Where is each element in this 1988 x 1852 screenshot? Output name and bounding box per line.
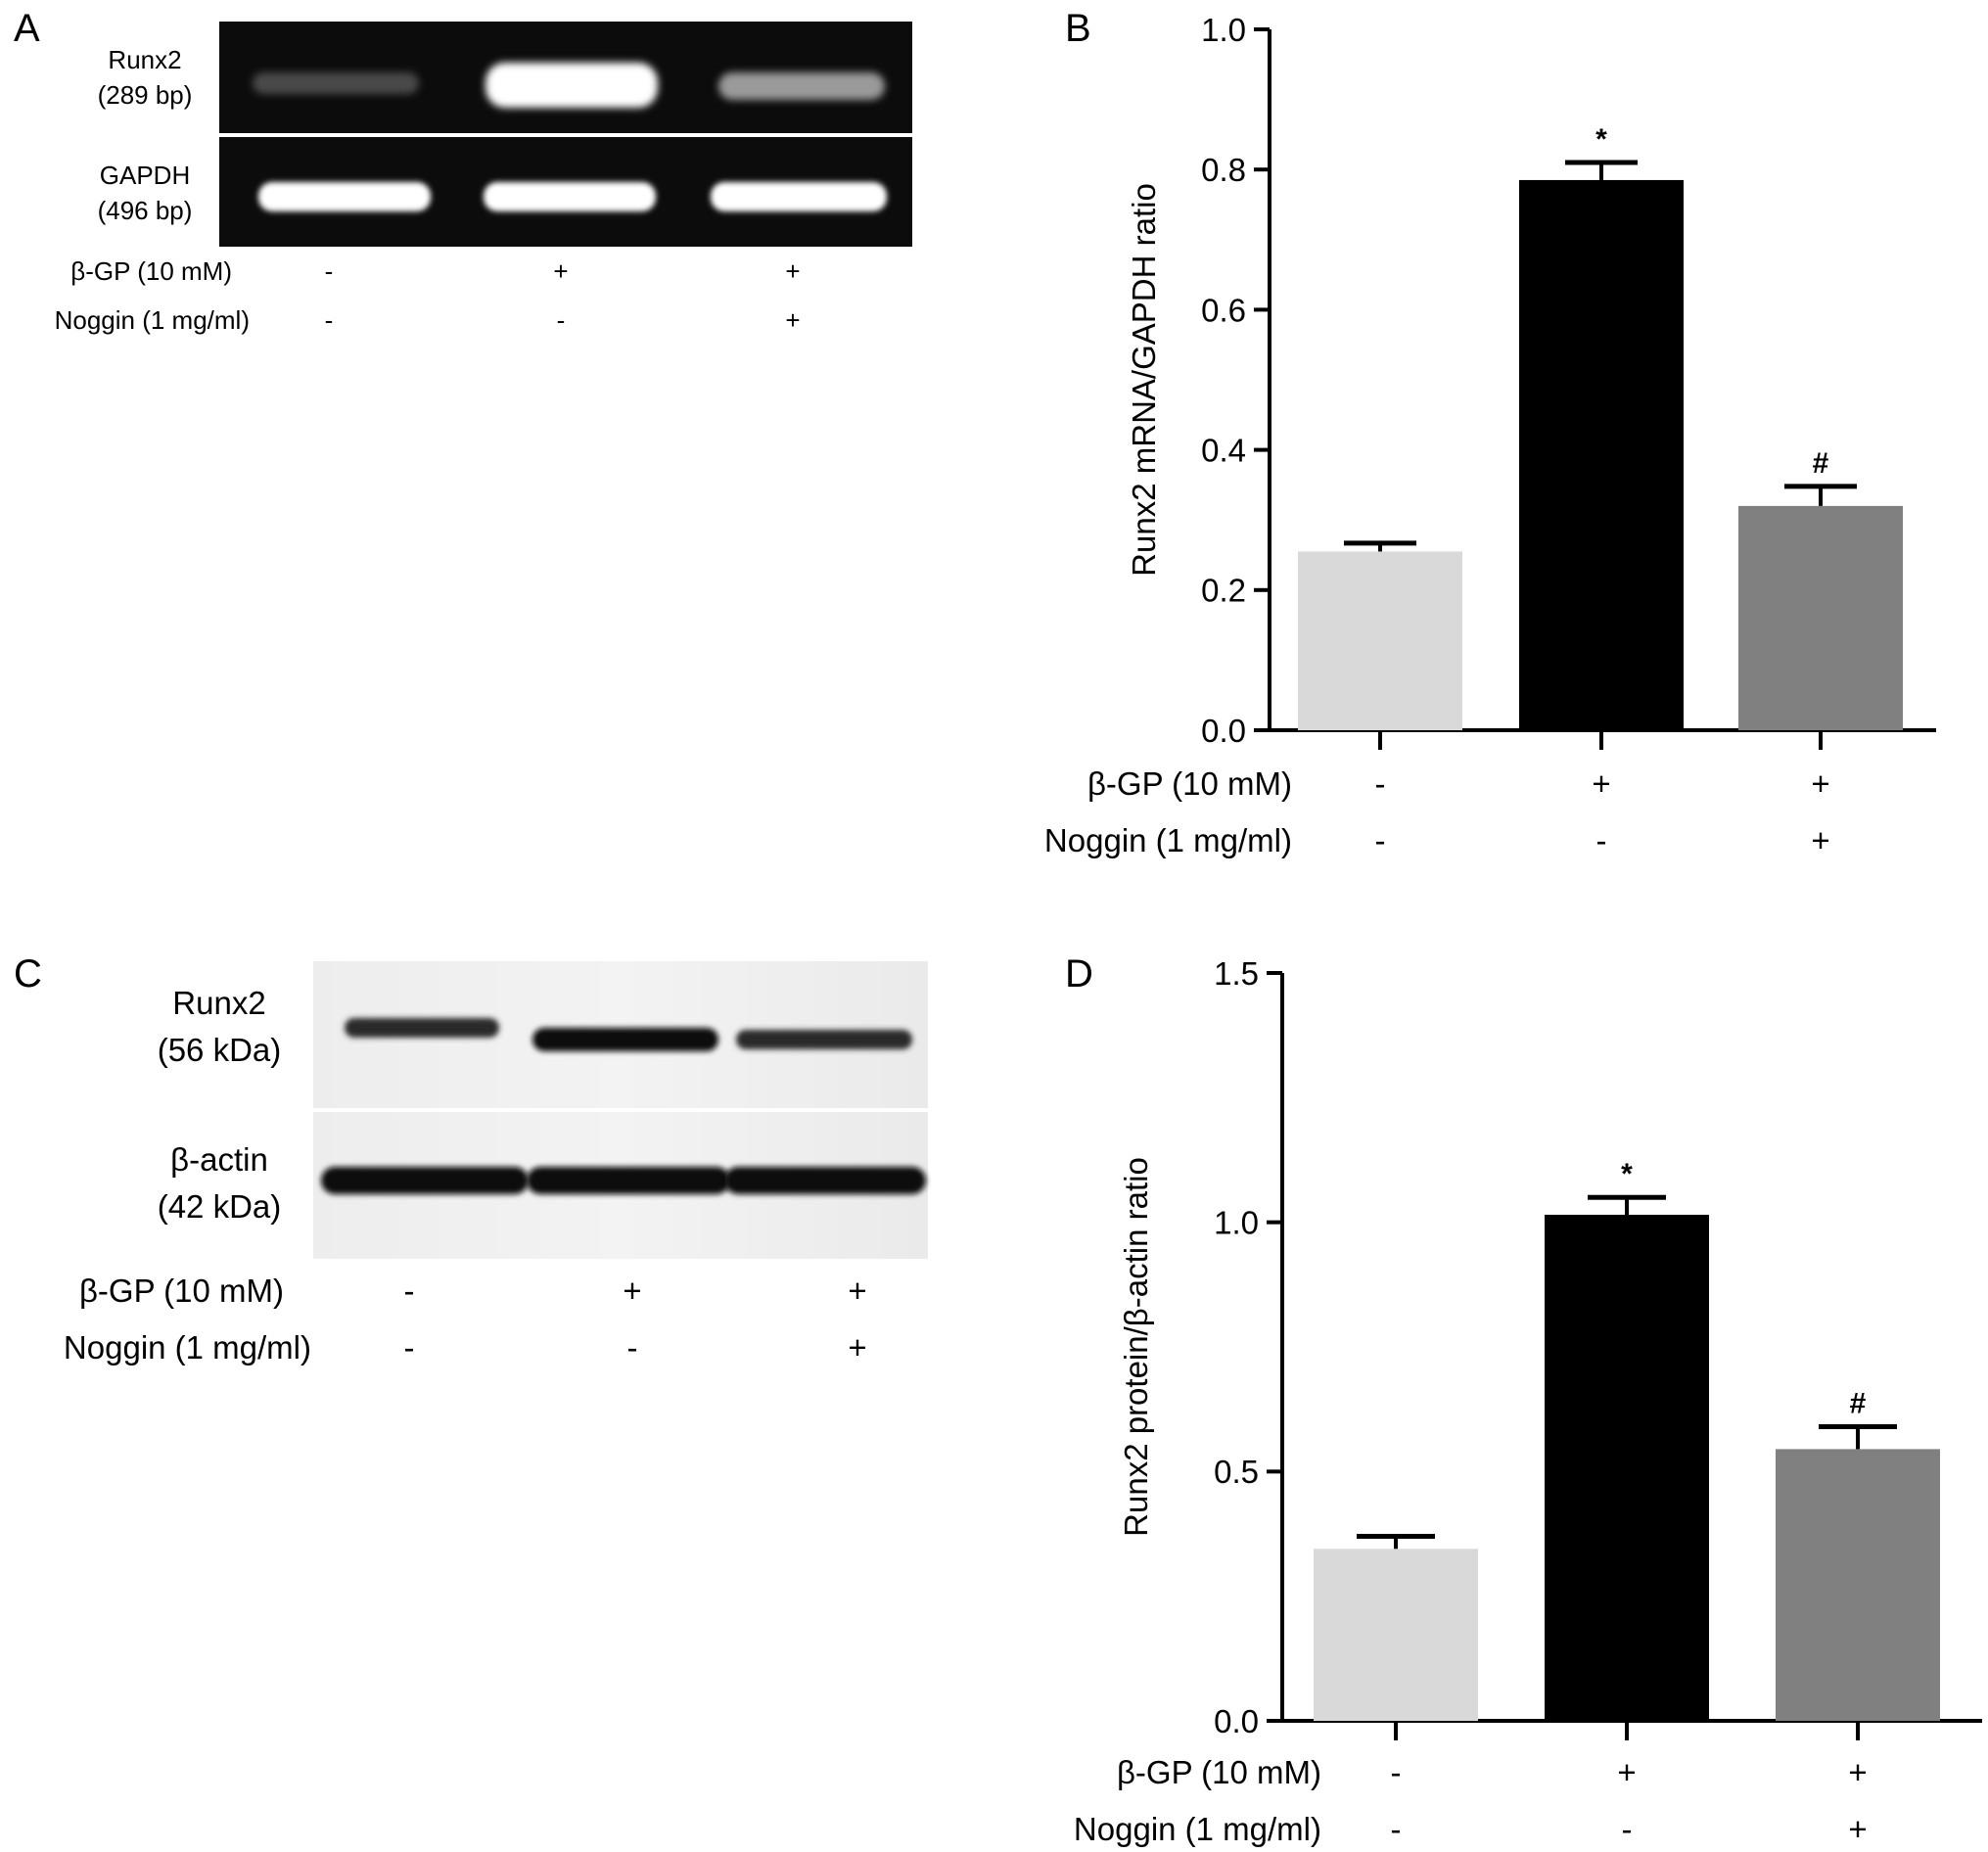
condition-value: - [557,305,566,335]
y-axis-title: Runx2 protein/β-actin ratio [1118,1157,1154,1537]
condition-value: + [848,1329,866,1366]
condition-value: - [1391,1754,1402,1790]
panel-b-letter: B [1065,7,1091,50]
condition-value: - [1375,822,1386,858]
gel-band [711,182,887,211]
condition-label: Noggin (1 mg/ml) [1044,822,1292,858]
blot-band [321,1167,529,1194]
condition-value: - [1622,1811,1633,1847]
gel-gapdh-bands [258,182,887,211]
panel-a-letter: A [14,7,40,50]
y-tick-label: 1.0 [1201,12,1246,48]
condition-value: - [325,305,334,335]
gel-runx2-label: Runx2 [108,45,181,74]
blot-actin-size: (42 kDa) [158,1188,282,1225]
gel-runx2-size: (289 bp) [98,80,193,110]
condition-label-bgp: β-GP (10 mM) [70,256,232,286]
gel-gapdh-size: (496 bp) [98,196,193,225]
condition-value: + [785,256,800,286]
blot-band [345,1018,499,1038]
y-tick-label: 0.0 [1214,1703,1259,1739]
blot-band [736,1030,912,1049]
condition-value: + [848,1273,866,1309]
blot-actin-bands [321,1167,926,1194]
gel-band [253,72,419,94]
condition-label: β-GP (10 mM) [1087,765,1292,802]
condition-value: + [1811,822,1829,858]
y-tick-label: 0.6 [1201,292,1246,328]
y-tick-label: 0.5 [1214,1454,1259,1490]
condition-label: Noggin (1 mg/ml) [1074,1811,1321,1847]
panel-c: C Runx2 (56 kDa) β-actin (42 kDa) β-GP (… [14,952,928,1366]
condition-value: - [1375,765,1386,802]
condition-value: - [404,1273,415,1309]
blot-band [532,1028,718,1051]
condition-value: + [623,1273,641,1309]
panel-d: D 0.0 0.5 1.0 1.5 Runx2 protein/β-actin rati… [1065,952,1982,1847]
condition-value: + [1592,765,1610,802]
bar [1314,1549,1478,1721]
y-tick-label: 0.2 [1201,573,1246,609]
gel-band [718,72,885,100]
bar [1298,551,1462,730]
gel-runx2-bands [253,63,885,108]
panel-a: A Runx2 (289 bp) GAPDH (496 bp) β-GP (10… [14,7,912,335]
condition-value: + [785,305,800,335]
bar [1545,1215,1709,1721]
panel-d-letter: D [1065,952,1093,995]
panel-b: B 0.0 0.2 0.4 0.6 0.8 1.0 Runx2 mRNA/GAPDH rat… [1044,7,1936,858]
condition-value: + [1811,765,1829,802]
blot-runx2-bands [345,1018,912,1051]
y-tick-label: 0.8 [1201,152,1246,188]
panel-c-letter: C [14,952,42,995]
condition-label-noggin: Noggin (1 mg/ml) [64,1329,311,1366]
gel-band [484,182,656,211]
condition-value: - [1596,822,1607,858]
condition-value: + [1848,1754,1867,1790]
significance-marker: * [1621,1158,1633,1190]
blot-runx2-size: (56 kDa) [158,1032,282,1068]
gel-gapdh-label: GAPDH [100,161,190,190]
condition-value: - [627,1329,638,1366]
condition-value: - [325,256,334,286]
y-tick-label: 0.4 [1201,432,1246,468]
y-tick-label: 1.0 [1214,1205,1259,1241]
significance-marker: # [1850,1387,1867,1419]
bar [1776,1449,1940,1721]
condition-value: - [404,1329,415,1366]
significance-marker: * [1595,123,1607,156]
condition-value: + [1617,1754,1636,1790]
y-axis-title: Runx2 mRNA/GAPDH ratio [1126,183,1162,577]
condition-value: - [1391,1811,1402,1847]
condition-label-noggin: Noggin (1 mg/ml) [55,305,250,335]
blot-actin-label: β-actin [170,1141,268,1178]
condition-value: + [1848,1811,1867,1847]
gel-band [258,182,431,211]
chart-b: 0.0 0.2 0.4 0.6 0.8 1.0 Runx2 mRNA/GAPDH ratio… [1044,12,1936,858]
blot-runx2-label: Runx2 [172,985,265,1021]
condition-label: β-GP (10 mM) [1117,1754,1321,1790]
blot-band [527,1167,730,1194]
y-tick-label: 1.5 [1214,955,1259,992]
significance-marker: # [1813,447,1829,480]
gel-band [485,63,658,108]
chart-d: 0.0 0.5 1.0 1.5 Runx2 protein/β-actin ratio *… [1074,955,1982,1847]
condition-value: + [553,256,568,286]
bar [1519,179,1684,730]
y-tick-label: 0.0 [1201,713,1246,749]
blot-band [724,1167,926,1194]
condition-label-bgp: β-GP (10 mM) [79,1273,284,1309]
bar [1738,505,1903,730]
